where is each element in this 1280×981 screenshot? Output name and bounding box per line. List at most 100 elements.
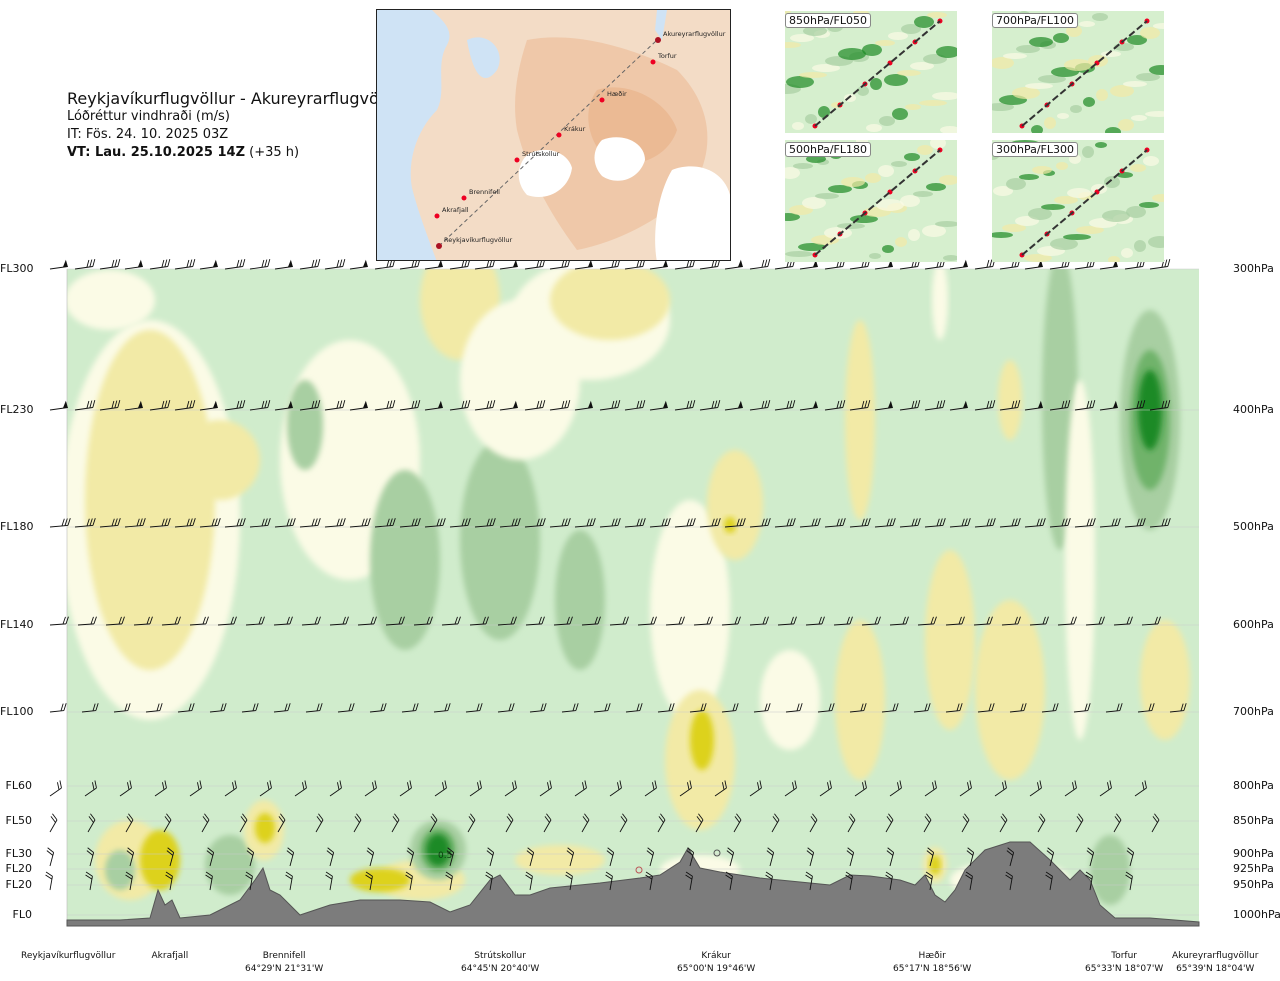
wind-barb bbox=[854, 780, 867, 797]
wind-barb bbox=[1099, 400, 1118, 411]
wind-barb bbox=[1064, 780, 1077, 797]
wind-barb bbox=[899, 400, 921, 411]
wind-barb bbox=[685, 871, 693, 891]
wind-barb bbox=[593, 703, 611, 713]
wind-barb bbox=[549, 400, 571, 411]
inset-field-blob bbox=[1006, 178, 1026, 190]
wind-barb bbox=[505, 813, 514, 833]
wind-barb bbox=[163, 813, 172, 833]
wind-barb bbox=[543, 813, 552, 833]
inset-field-blob bbox=[1050, 238, 1078, 250]
station-coordinates: 65°39'N 18°04'W bbox=[1176, 964, 1255, 974]
wind-barb bbox=[385, 616, 405, 626]
inset-field-blob bbox=[1143, 156, 1159, 166]
inset-field-blob bbox=[932, 92, 957, 100]
station-label: Hæðir 65°17'N 18°56'W bbox=[893, 950, 971, 976]
wind-barb bbox=[886, 847, 895, 867]
inset-field-blob bbox=[1108, 256, 1120, 262]
field-contour bbox=[845, 320, 875, 520]
inset-field-blob bbox=[1028, 208, 1052, 220]
inset-field-blob bbox=[1117, 172, 1133, 178]
issue-time: IT: Fös. 24. 10. 2025 03Z bbox=[67, 127, 229, 142]
station-coordinates: 64°45'N 20°40'W bbox=[461, 964, 540, 974]
wind-barb bbox=[449, 400, 471, 411]
wind-barb bbox=[145, 703, 163, 713]
wind-barb bbox=[784, 780, 797, 797]
inset-field-blob bbox=[922, 225, 946, 237]
wind-barb bbox=[1126, 847, 1135, 867]
wind-barb bbox=[49, 616, 69, 626]
flight-level-label: FL20 bbox=[5, 878, 32, 891]
wind-barb bbox=[581, 813, 590, 833]
inset-field-blob bbox=[900, 195, 920, 207]
inset-field-blob bbox=[1136, 73, 1160, 81]
inset-field-blob bbox=[1067, 188, 1091, 198]
inset-field-blob bbox=[870, 78, 882, 90]
wind-barb bbox=[474, 518, 496, 528]
wind-barb bbox=[889, 780, 902, 797]
wind-barb bbox=[165, 871, 173, 891]
inset-field-blob bbox=[1063, 234, 1091, 240]
marker-point bbox=[635, 866, 643, 874]
wind-barb bbox=[686, 847, 695, 867]
wind-barb bbox=[599, 400, 621, 411]
field-contour bbox=[67, 270, 155, 330]
wind-barb bbox=[959, 780, 972, 797]
wind-barb bbox=[429, 813, 438, 833]
pressure-level-label: 400hPa bbox=[1233, 403, 1274, 416]
wind-barb bbox=[374, 400, 396, 411]
inset-field-blob bbox=[876, 199, 904, 211]
field-contour bbox=[650, 500, 730, 720]
inset-map-850: 850hPa/FL050 bbox=[785, 11, 957, 133]
wind-barb bbox=[525, 871, 533, 891]
wind-barb bbox=[766, 847, 775, 867]
inset-field-blob bbox=[841, 177, 865, 187]
inset-field-blob bbox=[897, 70, 921, 76]
valid-offset: (+35 h) bbox=[249, 145, 300, 160]
wind-barb bbox=[277, 813, 286, 833]
marker-point bbox=[713, 849, 721, 857]
map-waypoint-label: Hæðir bbox=[607, 90, 627, 98]
inset-field-blob bbox=[1056, 162, 1068, 170]
wind-barb bbox=[1049, 400, 1071, 411]
wind-barb bbox=[399, 400, 421, 411]
inset-field-blob bbox=[1152, 194, 1164, 202]
wind-barb bbox=[497, 703, 515, 713]
field-contour bbox=[85, 330, 215, 670]
station-label: Akrafjall bbox=[152, 950, 189, 963]
wind-barb bbox=[619, 813, 628, 833]
wind-barb bbox=[699, 400, 721, 411]
wind-barb bbox=[206, 847, 215, 867]
wind-barb bbox=[726, 847, 735, 867]
wind-barb bbox=[624, 518, 646, 528]
station-coordinates: 65°33'N 18°07'W bbox=[1085, 964, 1164, 974]
wind-barb bbox=[1046, 847, 1055, 867]
wind-barb bbox=[224, 259, 246, 270]
field-contour bbox=[690, 710, 714, 770]
inset-field-blob bbox=[927, 12, 947, 18]
wind-barb bbox=[924, 400, 946, 411]
wind-barb bbox=[374, 518, 396, 528]
inset-field-blob bbox=[1121, 248, 1133, 258]
wind-barb bbox=[465, 703, 483, 713]
wind-barb bbox=[999, 400, 1021, 411]
wind-barb bbox=[805, 616, 825, 626]
wind-barb bbox=[1099, 259, 1118, 270]
wind-barb bbox=[259, 780, 272, 797]
field-contour bbox=[140, 830, 180, 890]
inset-field-blob bbox=[1079, 21, 1095, 27]
inset-label: 850hPa/FL050 bbox=[785, 13, 872, 28]
inset-field-blob bbox=[914, 16, 934, 28]
pressure-level-label: 925hPa bbox=[1233, 862, 1274, 875]
station-label: Akureyrarflugvöllur 65°39'N 18°04'W bbox=[1172, 950, 1258, 976]
wind-barb bbox=[434, 780, 447, 797]
wind-barb bbox=[785, 703, 803, 713]
wind-barb bbox=[273, 703, 291, 713]
wind-barb bbox=[77, 616, 97, 626]
wind-barb bbox=[724, 400, 743, 411]
wind-barb bbox=[561, 703, 579, 713]
wind-barb bbox=[174, 400, 196, 411]
wind-barb bbox=[949, 400, 968, 411]
inset-label: 700hPa/FL100 bbox=[992, 13, 1079, 28]
wind-barb bbox=[274, 259, 293, 270]
